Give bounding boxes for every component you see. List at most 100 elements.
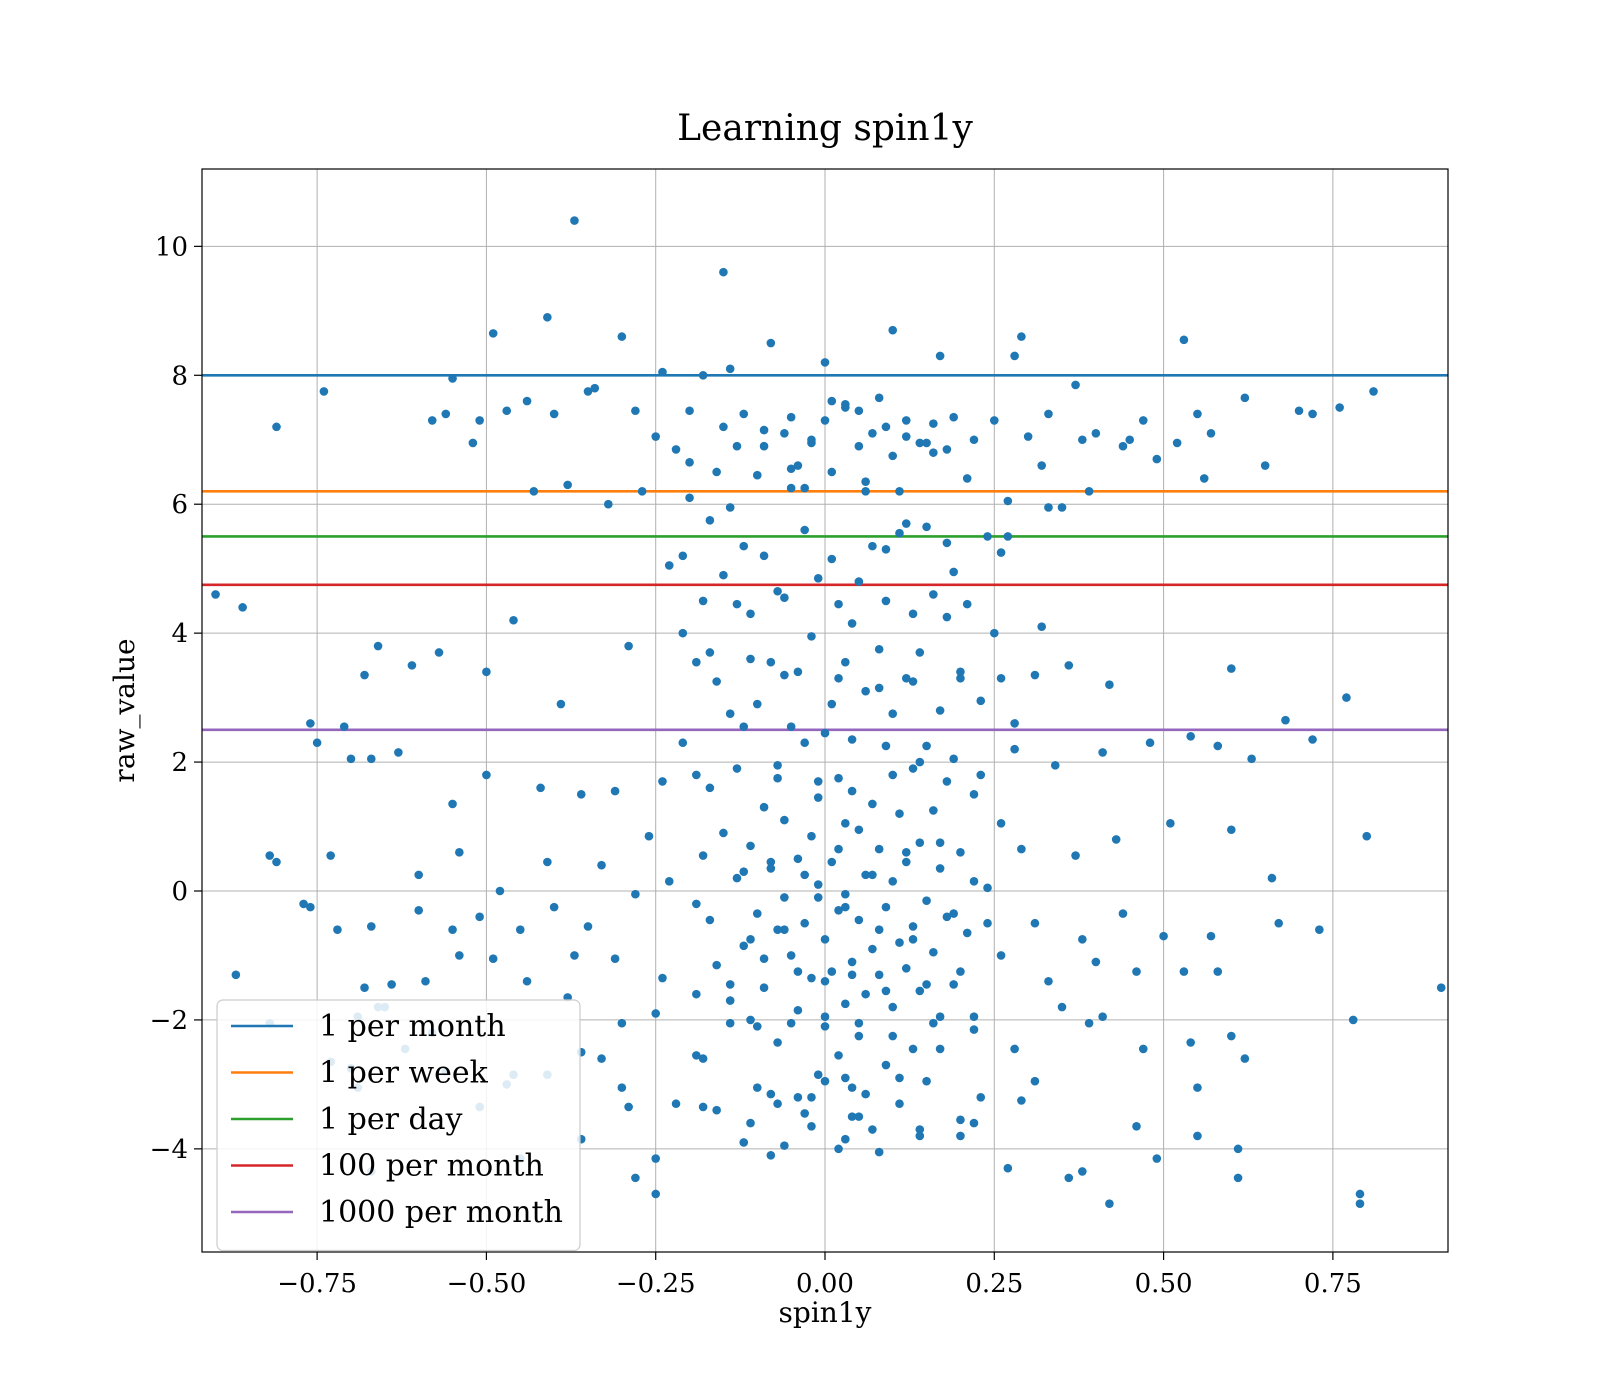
data-point: [773, 586, 782, 596]
data-point: [1233, 1144, 1243, 1154]
data-point: [834, 673, 843, 683]
data-point: [881, 545, 891, 554]
data-point: [895, 1073, 904, 1083]
data-point: [1355, 1199, 1365, 1208]
data-point: [360, 670, 369, 680]
data-point: [813, 880, 823, 889]
data-point: [1098, 748, 1107, 757]
data-point: [725, 996, 735, 1005]
y-tick-label: 10: [155, 232, 188, 262]
data-point: [651, 432, 661, 441]
data-point: [366, 922, 376, 931]
data-point: [854, 1112, 864, 1121]
data-point: [956, 667, 965, 677]
data-point: [888, 709, 898, 719]
data-point: [719, 422, 728, 432]
data-point: [780, 593, 789, 602]
data-point: [1308, 735, 1317, 744]
data-point: [1078, 1167, 1087, 1176]
data-point: [929, 1018, 938, 1028]
data-point: [685, 406, 694, 416]
data-point: [766, 338, 776, 348]
data-point: [1348, 1015, 1358, 1025]
data-point: [908, 922, 918, 931]
data-point: [766, 857, 776, 867]
data-point: [746, 1118, 755, 1128]
data-point: [265, 851, 275, 860]
data-point: [671, 1099, 681, 1109]
data-point: [868, 1125, 877, 1134]
data-point: [895, 487, 904, 496]
data-point: [996, 548, 1006, 557]
data-point: [1105, 680, 1114, 690]
data-point: [502, 406, 512, 416]
data-point: [272, 857, 281, 867]
data-point: [1064, 1173, 1074, 1183]
data-point: [820, 1022, 830, 1031]
data-point: [759, 551, 769, 561]
data-point: [231, 970, 241, 980]
data-point: [841, 819, 850, 828]
data-point: [732, 873, 742, 883]
data-point: [455, 848, 464, 857]
y-tick-label: 4: [171, 619, 188, 649]
data-point: [956, 1131, 965, 1141]
data-point: [759, 425, 769, 435]
data-point: [874, 925, 884, 934]
data-point: [549, 409, 559, 419]
data-point: [942, 777, 952, 786]
data-point: [1342, 693, 1351, 702]
data-point: [956, 967, 965, 976]
data-point: [306, 902, 315, 912]
data-point: [888, 325, 898, 335]
data-point: [773, 925, 782, 934]
data-point: [515, 925, 525, 934]
data-point: [908, 609, 918, 619]
data-point: [793, 1092, 803, 1102]
data-point: [651, 1189, 661, 1199]
data-point: [1037, 461, 1046, 470]
data-point: [773, 760, 782, 770]
data-point: [752, 1022, 762, 1031]
data-point: [644, 831, 654, 841]
data-point: [543, 312, 552, 322]
data-point: [868, 944, 877, 954]
data-point: [712, 960, 721, 970]
data-point: [929, 590, 938, 599]
data-point: [901, 848, 911, 857]
data-point: [719, 570, 728, 580]
data-point: [800, 525, 809, 535]
data-point: [1071, 380, 1080, 390]
legend-label: 1 per month: [319, 1009, 506, 1044]
data-point: [272, 422, 281, 432]
data-point: [1355, 1189, 1365, 1199]
x-tick-label: 0.25: [965, 1269, 1023, 1299]
data-point: [813, 1070, 823, 1080]
data-point: [570, 216, 579, 225]
data-point: [604, 499, 613, 509]
x-tick-label: 0.75: [1304, 1269, 1362, 1299]
data-point: [752, 1083, 762, 1092]
data-point: [813, 574, 823, 583]
data-point: [793, 461, 803, 470]
data-point: [949, 412, 958, 422]
data-point: [854, 1018, 864, 1028]
data-point: [847, 735, 857, 744]
data-point: [671, 445, 681, 454]
data-point: [949, 980, 958, 989]
data-point: [874, 644, 884, 654]
data-point: [739, 409, 749, 419]
data-point: [1193, 1083, 1202, 1092]
data-point: [725, 364, 735, 374]
data-point: [509, 615, 518, 625]
data-point: [1267, 873, 1277, 883]
data-point: [610, 786, 620, 796]
data-point: [766, 1151, 776, 1160]
data-point: [996, 673, 1006, 683]
data-point: [658, 367, 667, 377]
data-point: [888, 451, 898, 461]
data-point: [976, 696, 986, 706]
data-point: [1274, 918, 1284, 928]
data-point: [1132, 1121, 1141, 1131]
